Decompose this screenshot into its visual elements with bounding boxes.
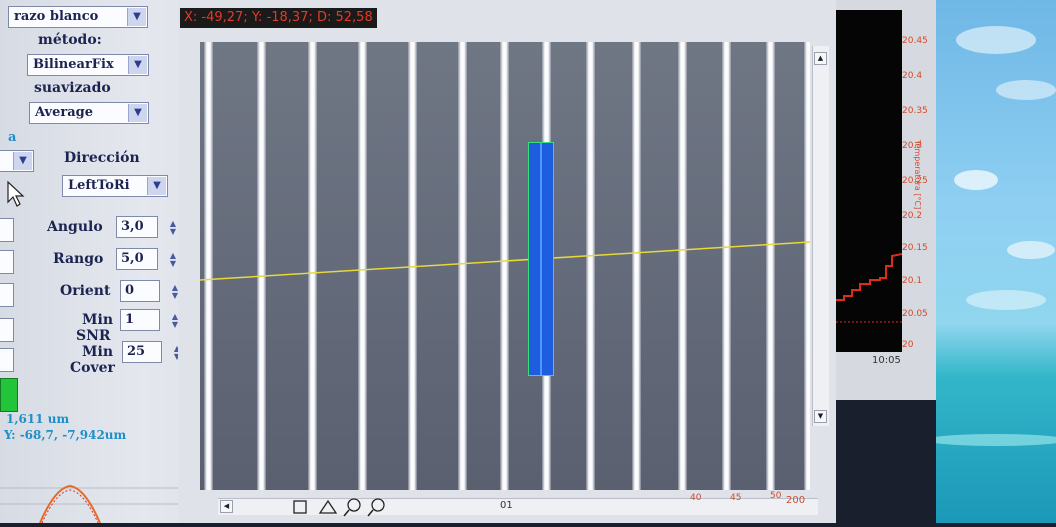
scale-tick: 200: [786, 495, 806, 506]
partial-field[interactable]: [0, 348, 14, 372]
scroll-up-button[interactable]: ▲: [814, 52, 827, 65]
horizontal-scrollbar[interactable]: ◀ 01 40 45 50 200: [218, 491, 818, 517]
rango-input[interactable]: 5,0 ▲ ▼: [116, 248, 176, 270]
scan-line: [200, 241, 810, 281]
spinner-arrows-icon[interactable]: ▲ ▼: [173, 343, 181, 361]
zoom-toolbar: [293, 498, 385, 517]
min-snr-value: 1: [125, 312, 135, 327]
direccion-dropdown[interactable]: LeftToRi ▼: [62, 175, 168, 197]
vertical-scrollbar[interactable]: ▲ ▼: [812, 46, 829, 426]
profile-plot: [0, 484, 200, 523]
suavizado-dropdown[interactable]: Average ▼: [29, 102, 149, 124]
x-tick: 10:05: [872, 355, 901, 366]
y-tick: 20: [902, 340, 914, 350]
min-cover-input[interactable]: 25 ▲ ▼: [122, 341, 180, 363]
spinner-arrows-icon[interactable]: ▲ ▼: [169, 218, 177, 236]
scale-tick: 50: [770, 491, 782, 501]
y-tick: 20.15: [902, 243, 928, 253]
microscope-image[interactable]: [200, 42, 810, 490]
direccion-dropdown-value: LeftToRi: [68, 178, 130, 193]
zoom-out-icon[interactable]: [371, 498, 385, 512]
rango-value: 5,0: [121, 251, 144, 266]
partial-field[interactable]: [0, 250, 14, 274]
chevron-down-icon[interactable]: ▼: [127, 8, 146, 26]
temperature-chart: [836, 10, 903, 352]
chevron-down-icon[interactable]: ▼: [147, 177, 166, 195]
y-tick: 20.35: [902, 106, 928, 116]
angulo-value: 3,0: [121, 219, 144, 234]
spinner-arrows-icon[interactable]: ▲ ▼: [171, 282, 179, 300]
metodo-dropdown-value: BilinearFix: [33, 57, 114, 72]
partial-field[interactable]: [0, 218, 14, 242]
spinner-arrows-icon[interactable]: ▲ ▼: [169, 250, 177, 268]
image-stripe: [408, 42, 417, 490]
spinner-arrows-icon[interactable]: ▲ ▼: [171, 311, 179, 329]
partial-field[interactable]: [0, 283, 14, 307]
scroll-down-button[interactable]: ▼: [814, 410, 827, 423]
min-cover-value: 25: [127, 344, 146, 359]
measurement-length: 1,611 um: [6, 412, 70, 426]
image-stripe: [358, 42, 367, 490]
coordinate-readout: X: -49,27; Y: -18,37; D: 52,58: [180, 8, 377, 28]
scale-tick: 40: [690, 493, 702, 503]
trazo-dropdown-value: razo blanco: [14, 9, 99, 24]
control-panel: razo blanco ▼ método: BilinearFix ▼ suav…: [0, 0, 205, 523]
clouds-image: [926, 26, 1056, 446]
min-snr-input[interactable]: 1 ▲ ▼: [120, 309, 178, 331]
suavizado-dropdown-value: Average: [35, 105, 94, 120]
image-stripe: [766, 42, 775, 490]
y-tick: 20.1: [902, 276, 923, 286]
temperature-line: [836, 253, 903, 323]
direccion-label: Dirección: [64, 150, 140, 166]
roi-selection[interactable]: [528, 142, 554, 376]
orient-label: Orient: [60, 283, 111, 299]
image-stripe: [678, 42, 687, 490]
y-axis-label: Temperatura [°C]: [913, 140, 922, 210]
image-stripe: [458, 42, 467, 490]
image-stripe: [722, 42, 731, 490]
rango-label: Rango: [53, 251, 104, 267]
orient-input[interactable]: 0 ▲ ▼: [120, 280, 178, 302]
polygon-tool-icon[interactable]: [318, 499, 338, 514]
image-stripe: [586, 42, 595, 490]
select-rect-icon[interactable]: [293, 500, 307, 514]
y-tick: 20.45: [902, 36, 928, 46]
orient-value: 0: [125, 283, 135, 298]
min-cover-label-2: Cover: [70, 360, 115, 376]
y-tick: 20.4: [902, 71, 923, 81]
image-stripe: [632, 42, 641, 490]
zoom-in-icon[interactable]: [347, 498, 361, 512]
chevron-down-icon[interactable]: ▼: [13, 152, 32, 170]
chevron-down-icon[interactable]: ▼: [128, 56, 147, 74]
desktop-wallpaper: [926, 0, 1056, 523]
image-stripe: [204, 42, 213, 490]
mouse-cursor-icon: [7, 180, 25, 207]
trazo-dropdown[interactable]: razo blanco ▼: [8, 6, 148, 28]
partial-field[interactable]: [0, 318, 14, 342]
min-snr-label-2: SNR: [76, 328, 111, 344]
partial-dropdown[interactable]: ▼: [0, 150, 34, 172]
image-stripe: [804, 42, 810, 490]
min-snr-label-1: Min: [82, 312, 113, 328]
scroll-left-button[interactable]: ◀: [220, 500, 233, 513]
image-stripe: [257, 42, 266, 490]
y-tick: 20.25: [902, 176, 928, 186]
scale-tick: 45: [730, 493, 742, 503]
y-tick: 20.3: [902, 141, 923, 151]
image-stripe: [308, 42, 317, 490]
y-tick: 20.2: [902, 211, 923, 221]
min-cover-label-1: Min: [82, 344, 113, 360]
partial-label: a: [8, 130, 17, 145]
y-tick: 20.05: [902, 309, 928, 319]
status-indicator: [0, 378, 18, 412]
chevron-down-icon[interactable]: ▼: [128, 104, 147, 122]
scale-label: 01: [500, 500, 513, 511]
angulo-input[interactable]: 3,0 ▲ ▼: [116, 216, 176, 238]
suavizado-label: suavizado: [34, 80, 111, 96]
measurement-coords: Y: -68,7, -7,942um: [4, 428, 127, 442]
angulo-label: Angulo: [47, 219, 103, 235]
metodo-label: método:: [38, 32, 102, 48]
image-stripe: [500, 42, 509, 490]
metodo-dropdown[interactable]: BilinearFix ▼: [27, 54, 149, 76]
